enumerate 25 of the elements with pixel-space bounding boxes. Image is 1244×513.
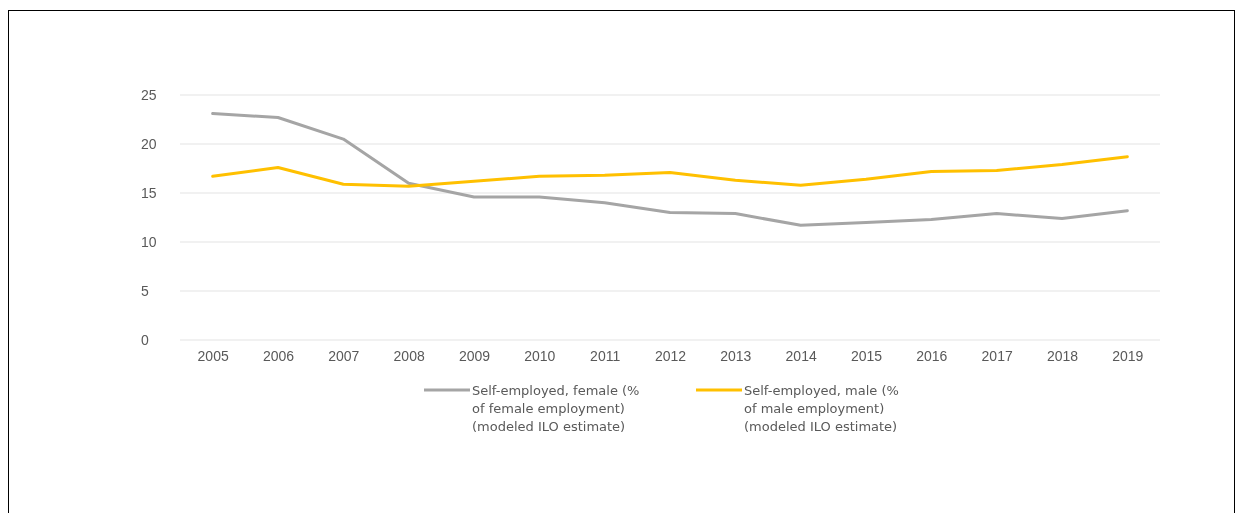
x-tick-label: 2014 bbox=[785, 347, 817, 364]
legend-label: Self-employed, male (% of male employment) (modeled ILO estimate) bbox=[744, 383, 899, 434]
x-tick-label: 2006 bbox=[262, 347, 295, 364]
x-tick-label: 2008 bbox=[393, 347, 425, 364]
y-tick-label: 20 bbox=[141, 135, 157, 152]
x-tick-label: 2016 bbox=[916, 347, 948, 364]
x-tick-label: 2010 bbox=[524, 347, 556, 364]
x-tick-label: 2013 bbox=[720, 347, 752, 364]
y-tick-label: 15 bbox=[141, 184, 157, 201]
x-tick-label: 2009 bbox=[458, 347, 491, 364]
legend-label: Self-employed, female (% of female employment) (modeled ILO estimate) bbox=[472, 383, 640, 434]
x-tick-label: 2018 bbox=[1046, 347, 1079, 364]
x-tick-label: 2019 bbox=[1112, 347, 1144, 364]
y-tick-label: 5 bbox=[141, 282, 149, 299]
y-tick-label: 0 bbox=[141, 331, 149, 348]
x-tick-label: 2007 bbox=[328, 347, 360, 364]
x-tick-label: 2005 bbox=[197, 347, 229, 364]
x-tick-label: 2017 bbox=[981, 347, 1013, 364]
x-tick-label: 2015 bbox=[850, 347, 883, 364]
x-tick-label: 2011 bbox=[590, 347, 621, 364]
y-tick-label: 10 bbox=[141, 233, 157, 250]
line-series bbox=[211, 112, 1129, 227]
line-series bbox=[211, 155, 1129, 188]
x-tick-label: 2012 bbox=[654, 347, 687, 364]
y-tick-label: 25 bbox=[141, 86, 157, 103]
